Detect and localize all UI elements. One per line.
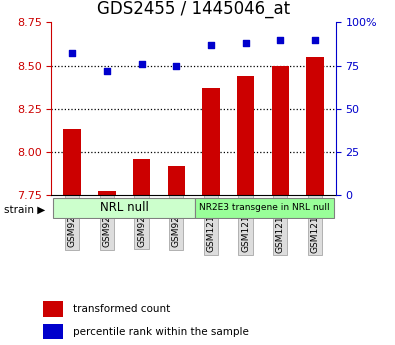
Title: GDS2455 / 1445046_at: GDS2455 / 1445046_at <box>97 0 290 18</box>
Bar <box>43 301 63 317</box>
Text: NRL null: NRL null <box>100 201 149 214</box>
Bar <box>306 57 324 195</box>
Text: transformed count: transformed count <box>73 304 170 314</box>
Point <box>173 63 179 68</box>
Point <box>103 68 110 73</box>
Bar <box>133 159 150 195</box>
FancyBboxPatch shape <box>53 198 195 218</box>
Text: percentile rank within the sample: percentile rank within the sample <box>73 327 249 337</box>
Bar <box>64 129 81 195</box>
Bar <box>202 88 220 195</box>
Text: strain ▶: strain ▶ <box>4 205 45 214</box>
Point <box>312 37 318 42</box>
Bar <box>272 66 289 195</box>
Bar <box>167 166 185 195</box>
Bar <box>237 76 254 195</box>
FancyBboxPatch shape <box>195 198 334 218</box>
Bar <box>43 324 63 339</box>
Bar <box>98 191 115 195</box>
Point <box>243 40 249 46</box>
Point <box>277 37 284 42</box>
Point <box>138 61 145 67</box>
Point <box>208 42 214 48</box>
Text: NR2E3 transgene in NRL null: NR2E3 transgene in NRL null <box>199 203 330 213</box>
Point <box>69 51 75 56</box>
